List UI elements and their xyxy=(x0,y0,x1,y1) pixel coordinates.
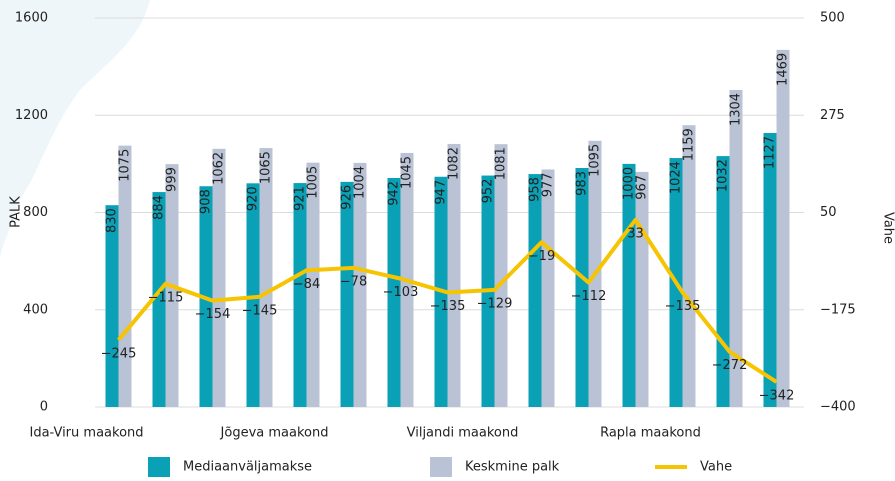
data-label: −129 xyxy=(477,296,513,311)
y2-tick-label: −400 xyxy=(820,400,856,415)
data-label: −103 xyxy=(383,285,419,300)
y-tick-label: 0 xyxy=(40,400,48,415)
y-tick-label: 1200 xyxy=(15,108,48,123)
bar xyxy=(387,177,401,407)
bar xyxy=(212,148,226,407)
bar xyxy=(494,144,508,407)
data-label: −78 xyxy=(340,274,367,289)
x-tick-label: Ida-Viru maakond xyxy=(29,426,143,441)
y-tick-label: 800 xyxy=(23,205,48,220)
data-label: 908 xyxy=(199,189,214,214)
legend-swatch xyxy=(148,457,170,477)
bar xyxy=(353,162,367,407)
data-label: 947 xyxy=(434,180,449,205)
legend-label: Vahe xyxy=(700,460,732,475)
data-label: −342 xyxy=(759,388,795,403)
background-shape xyxy=(0,0,150,260)
y-tick-label: 1600 xyxy=(15,11,48,26)
data-label: −112 xyxy=(571,289,607,304)
data-label: 1000 xyxy=(622,167,637,200)
bar xyxy=(447,143,461,407)
data-label: 1095 xyxy=(588,144,603,177)
x-tick-label: Viljandi maakond xyxy=(407,426,519,441)
data-label: −154 xyxy=(195,307,231,322)
data-label: 1081 xyxy=(494,147,509,180)
data-label: 1127 xyxy=(763,136,778,169)
data-label: 1062 xyxy=(212,152,227,185)
bar xyxy=(635,171,649,407)
data-label: 830 xyxy=(105,208,120,233)
bar xyxy=(716,156,730,407)
y2-tick-label: −175 xyxy=(820,302,856,317)
data-label: 967 xyxy=(635,175,650,200)
bar xyxy=(293,183,307,407)
data-label: 999 xyxy=(165,167,180,192)
legend-label: Mediaanväljamakse xyxy=(183,460,312,475)
data-label: −135 xyxy=(430,299,466,314)
data-label: 921 xyxy=(293,186,308,211)
data-label: 1082 xyxy=(447,147,462,180)
bar xyxy=(246,183,260,407)
data-label: 920 xyxy=(246,186,261,211)
bar xyxy=(575,168,589,407)
bar xyxy=(729,89,743,407)
line xyxy=(116,217,778,384)
data-label: 1032 xyxy=(716,159,731,192)
data-label: −245 xyxy=(101,347,137,362)
data-label: 1024 xyxy=(669,161,684,194)
data-label: 926 xyxy=(340,185,355,210)
data-label: −272 xyxy=(712,358,748,373)
data-label: 884 xyxy=(152,195,167,220)
data-label: 1469 xyxy=(776,53,791,86)
data-label: −135 xyxy=(665,299,701,314)
bar xyxy=(528,174,542,407)
bar xyxy=(682,125,696,407)
data-label: 958 xyxy=(528,177,543,202)
x-tick-label: Rapla maakond xyxy=(600,426,701,441)
y2-axis-title: Vahe xyxy=(881,212,895,244)
bar xyxy=(152,192,166,407)
data-label: 1159 xyxy=(682,128,697,161)
data-label: 983 xyxy=(575,171,590,196)
y-axis-title: PALK xyxy=(9,196,24,228)
data-label: 1004 xyxy=(353,166,368,199)
data-label: −145 xyxy=(242,303,278,318)
bar xyxy=(340,181,354,407)
data-label: 1065 xyxy=(259,151,274,184)
x-tick-label: Jõgeva maakond xyxy=(220,426,329,441)
y2-tick-label: 275 xyxy=(820,108,845,123)
bar xyxy=(259,148,273,407)
y2-tick-label: 50 xyxy=(820,205,837,220)
data-label: 1304 xyxy=(729,93,744,126)
bar xyxy=(118,145,132,407)
legend-swatch xyxy=(430,457,452,477)
bar xyxy=(306,162,320,407)
bar xyxy=(541,169,555,407)
data-label: −19 xyxy=(528,249,555,264)
data-label: 33 xyxy=(627,226,644,241)
bar xyxy=(776,49,790,408)
data-label: 1045 xyxy=(400,156,415,189)
data-label: 952 xyxy=(481,179,496,204)
y-tick-label: 400 xyxy=(23,302,48,317)
y2-tick-label: 500 xyxy=(820,11,845,26)
data-label: −115 xyxy=(148,290,184,305)
bar xyxy=(105,205,119,407)
data-label: 942 xyxy=(387,181,402,206)
data-label: −84 xyxy=(293,277,320,292)
data-label: 977 xyxy=(541,172,556,197)
bar xyxy=(763,132,777,408)
data-label: 1005 xyxy=(306,166,321,199)
data-label: 1075 xyxy=(118,149,133,182)
legend-label: Keskmine palk xyxy=(465,460,560,475)
